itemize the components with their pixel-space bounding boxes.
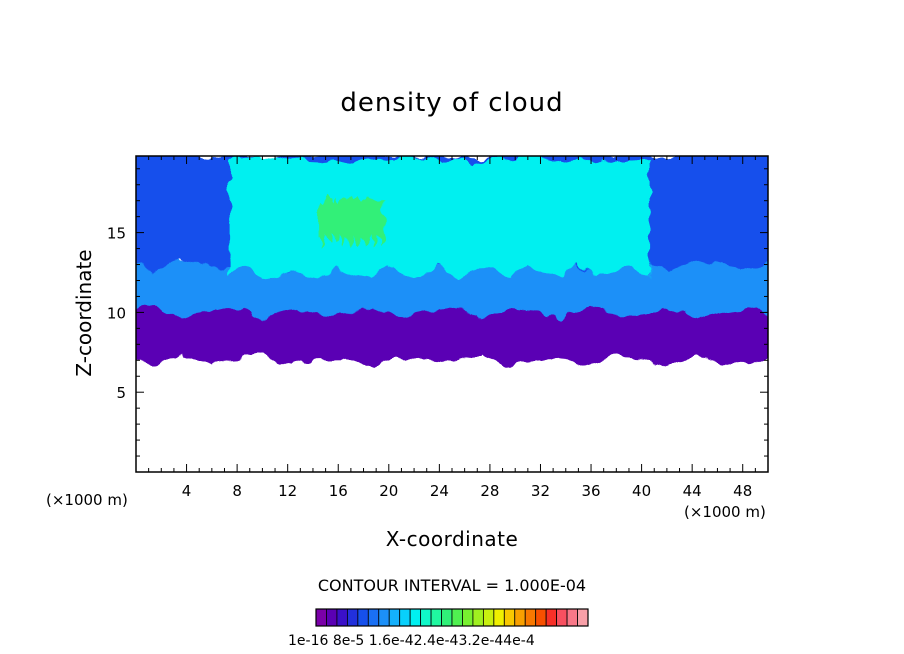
x-tick-label: 48 xyxy=(733,482,752,500)
x-unit-label: (×1000 m) xyxy=(684,503,766,521)
colorbar-swatch xyxy=(493,608,505,627)
x-axis-label: X-coordinate xyxy=(385,527,519,551)
colorbar-swatch xyxy=(482,608,495,627)
cloud-region-anvil xyxy=(229,156,650,280)
chart-title: density of cloud xyxy=(340,88,564,118)
colorbar-swatch xyxy=(462,608,474,627)
colorbar-swatch xyxy=(472,608,484,627)
x-tick-label: 20 xyxy=(379,482,398,500)
x-tick-label: 28 xyxy=(480,482,499,500)
z-unit-label: (×1000 m) xyxy=(46,491,128,509)
colorbar-swatch xyxy=(577,608,589,627)
x-tick-label: 8 xyxy=(232,482,242,500)
colorbar-swatch xyxy=(388,608,401,627)
colorbar-swatch xyxy=(315,608,327,627)
colorbar-swatch xyxy=(556,608,568,627)
x-tick-label: 44 xyxy=(683,482,702,500)
colorbar-swatch xyxy=(524,608,537,627)
colorbar-swatch xyxy=(545,608,558,627)
colorbar xyxy=(315,608,589,627)
x-axis: 4 8 12 16 20 24 28 32 36 40 44 48 xyxy=(148,156,756,500)
colorbar-swatch xyxy=(514,608,526,627)
colorbar-frame xyxy=(315,608,589,627)
y-tick-label: 15 xyxy=(107,225,126,243)
colorbar-swatch xyxy=(566,608,578,627)
x-tick-label: 24 xyxy=(430,482,449,500)
x-tick-label: 36 xyxy=(581,482,600,500)
colorbar-swatch xyxy=(430,608,442,627)
colorbar-swatch xyxy=(326,608,338,627)
colorbar-swatch xyxy=(535,608,547,627)
colorbar-swatch xyxy=(420,608,432,627)
y-tick-label: 5 xyxy=(116,384,126,402)
colorbar-swatch xyxy=(367,608,380,627)
colorbar-swatch xyxy=(451,608,463,627)
colorbar-swatch xyxy=(399,608,411,627)
cloud-region-cloud-base xyxy=(136,298,768,368)
contour-interval: CONTOUR INTERVAL = 1.000E-04 xyxy=(317,576,587,595)
colorbar-swatch xyxy=(357,608,369,627)
x-tick-label: 4 xyxy=(182,482,192,500)
x-tick-label: 12 xyxy=(278,482,297,500)
y-axis: 5 10 15 xyxy=(107,168,768,457)
colorbar-swatch xyxy=(346,608,359,627)
x-tick-label: 16 xyxy=(329,482,348,500)
y-axis-label: Z-coordinate xyxy=(72,249,96,377)
cloud-field xyxy=(136,156,768,368)
colorbar-swatch xyxy=(409,608,422,627)
x-tick-label: 40 xyxy=(632,482,651,500)
colorbar-swatch xyxy=(503,608,516,627)
colorbar-label-text: 1e-16 8e-5 1.6e-42.4e-43.2e-44e-4 xyxy=(288,633,535,649)
cloud-region-core xyxy=(317,194,385,248)
colorbar-swatch xyxy=(441,608,453,627)
x-tick-label: 32 xyxy=(531,482,550,500)
colorbar-labels: 1e-16 8e-5 1.6e-42.4e-43.2e-44e-4 xyxy=(288,633,535,649)
y-tick-label: 10 xyxy=(107,304,126,322)
colorbar-swatch xyxy=(336,608,348,627)
colorbar-swatch xyxy=(378,608,390,627)
